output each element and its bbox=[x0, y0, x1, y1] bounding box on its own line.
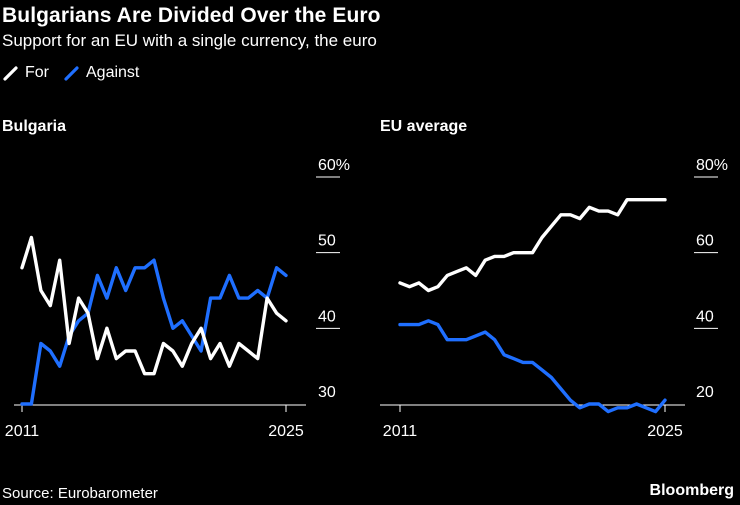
brand-logo: Bloomberg bbox=[649, 482, 734, 499]
source-note: Source: Eurobarometer bbox=[2, 485, 158, 502]
series-line-eu-average-against bbox=[398, 319, 667, 414]
y-tick-label-bulgaria-30: 30 bbox=[318, 384, 336, 401]
x-tick-label-eu-average-2025: 2025 bbox=[647, 423, 683, 440]
chart-subtitle: Support for an EU with a single currency… bbox=[2, 31, 377, 50]
x-tick-label-eu-average-2011: 2011 bbox=[383, 423, 418, 440]
legend-swatch-for-icon bbox=[3, 65, 18, 81]
y-tick-label-bulgaria-40: 40 bbox=[318, 308, 336, 325]
y-tick-label-eu-average-40: 40 bbox=[696, 308, 714, 325]
panel-eu-average: EU average 20 40 60 80% 2011 2025 bbox=[380, 118, 728, 440]
x-tick-label-bulgaria-2025: 2025 bbox=[268, 423, 304, 440]
panel-title-bulgaria: Bulgaria bbox=[2, 118, 66, 135]
x-tick-label-bulgaria-2011: 2011 bbox=[5, 423, 40, 440]
y-tick-label-bulgaria-60: 60% bbox=[318, 157, 350, 174]
series-line-bulgaria-against bbox=[20, 258, 288, 406]
legend-item-for: For bbox=[2, 64, 49, 82]
panel-title-eu-average: EU average bbox=[380, 118, 467, 135]
y-tick-label-eu-average-60: 60 bbox=[696, 233, 714, 250]
series-line-bulgaria-for bbox=[20, 235, 288, 376]
y-tick-label-eu-average-80: 80% bbox=[696, 157, 728, 174]
y-tick-label-eu-average-20: 20 bbox=[696, 384, 714, 401]
series-line-eu-average-for bbox=[398, 197, 667, 293]
legend: For Against bbox=[2, 64, 153, 82]
chart-title: Bulgarians Are Divided Over the Euro bbox=[2, 4, 381, 27]
legend-label-against: Against bbox=[86, 64, 140, 81]
panel-bulgaria: Bulgaria 30 40 50 60% 2011 2025 bbox=[2, 118, 350, 440]
legend-swatch-against-icon bbox=[64, 65, 79, 81]
legend-label-for: For bbox=[25, 64, 49, 81]
legend-item-against: Against bbox=[63, 64, 139, 82]
y-tick-label-bulgaria-50: 50 bbox=[318, 233, 336, 250]
